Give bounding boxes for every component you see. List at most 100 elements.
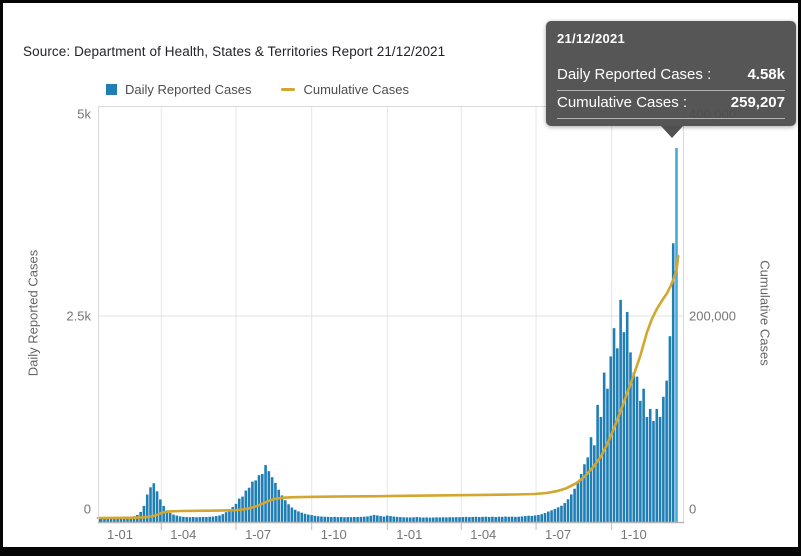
bar-daily-cases <box>560 505 563 523</box>
bar-daily-cases <box>464 516 468 523</box>
bar-daily-cases <box>550 510 553 523</box>
daily-cases-legend-swatch-icon <box>106 84 117 95</box>
bar-daily-cases <box>408 517 412 523</box>
tooltip-caret-icon <box>661 126 683 138</box>
bar-daily-cases <box>616 348 619 523</box>
x-axis-label: 1-07 <box>245 527 272 542</box>
bar-daily-cases <box>379 516 382 523</box>
bar-daily-cases <box>599 417 603 523</box>
source-text: Source: Department of Health, States & T… <box>23 44 446 59</box>
bar-daily-cases <box>224 512 228 523</box>
bar-daily-cases <box>159 499 162 523</box>
bar-daily-cases <box>356 517 359 523</box>
bar-daily-cases <box>106 517 110 523</box>
bar-daily-cases <box>652 421 655 523</box>
bar-daily-cases <box>336 517 340 523</box>
bar-daily-cases <box>487 516 491 523</box>
right-axis-tick-label: 200,000 <box>689 308 736 324</box>
bar-daily-cases <box>264 465 267 523</box>
bar-daily-cases <box>441 517 445 523</box>
tooltip-daily-value: 4.58k <box>747 66 785 83</box>
bar-daily-cases <box>497 516 501 523</box>
bar-daily-cases <box>543 512 547 523</box>
bar-daily-cases <box>283 500 287 523</box>
bar-daily-cases <box>211 516 215 523</box>
bar-daily-cases <box>658 417 662 523</box>
bar-daily-cases <box>260 473 264 523</box>
bar-daily-cases <box>402 517 405 523</box>
right-axis-title: Cumulative Cases <box>757 260 773 366</box>
bar-daily-cases <box>405 517 409 523</box>
bar-daily-cases <box>435 517 438 523</box>
bar-daily-cases <box>353 516 356 523</box>
bar-daily-cases <box>425 517 428 523</box>
bar-daily-cases <box>172 514 175 523</box>
x-axis-label: 1-10 <box>620 527 647 542</box>
bar-daily-cases <box>205 517 208 523</box>
bar-daily-cases <box>632 372 636 523</box>
bar-daily-cases <box>622 332 626 523</box>
cumulative-cases-line <box>96 254 680 520</box>
x-axis-label: 1-07 <box>545 527 572 542</box>
bar-daily-cases <box>182 516 185 523</box>
tooltip-daily-label: Daily Reported Cases : <box>557 66 712 83</box>
bar-daily-cases <box>339 516 343 523</box>
bar-daily-cases <box>149 487 152 523</box>
bar-daily-cases <box>609 356 613 523</box>
bar-daily-cases <box>244 490 248 523</box>
bar-daily-cases <box>546 511 550 523</box>
bar-daily-cases <box>451 517 455 523</box>
plot-border <box>98 106 684 523</box>
left-axis-title: Daily Reported Cases <box>25 249 41 377</box>
bar-daily-cases <box>122 517 126 523</box>
hover-tooltip: 21/12/2021 Daily Reported Cases : 4.58k … <box>546 21 796 138</box>
tooltip-cumulative-value: 259,207 <box>730 94 785 111</box>
tooltip-daily-row: Daily Reported Cases : 4.58k <box>557 63 785 90</box>
bar-daily-cases <box>323 516 327 523</box>
bar-daily-cases <box>185 517 188 523</box>
bar-daily-cases <box>579 473 583 523</box>
bar-daily-cases <box>313 515 317 523</box>
bar-daily-cases <box>129 516 133 523</box>
tooltip-cumulative-label: Cumulative Cases : <box>557 94 688 111</box>
bar-daily-cases <box>596 404 599 523</box>
bar-daily-cases <box>520 516 524 523</box>
bar-daily-cases <box>372 514 376 523</box>
plot-canvas[interactable] <box>96 106 684 530</box>
bar-daily-cases <box>385 515 389 523</box>
bar-daily-cases <box>648 408 652 523</box>
bar-daily-cases <box>481 516 484 523</box>
bar-daily-cases <box>448 517 451 523</box>
bar-daily-cases <box>412 517 415 523</box>
bar-daily-cases <box>477 517 481 523</box>
x-axis-label: 1-10 <box>320 527 347 542</box>
bar-daily-cases <box>523 516 527 523</box>
bar-daily-cases <box>234 503 238 523</box>
bar-daily-cases <box>228 509 231 523</box>
bar-daily-cases <box>563 503 567 523</box>
bar-daily-cases <box>109 517 113 523</box>
bar-daily-cases <box>113 517 116 523</box>
legend-cumulative-label[interactable]: Cumulative Cases <box>303 82 409 97</box>
bar-daily-cases <box>438 517 442 523</box>
bar-daily-cases <box>247 487 251 523</box>
bar-daily-cases <box>349 517 353 523</box>
bar-daily-cases <box>468 517 471 523</box>
bar-daily-cases <box>639 400 642 523</box>
bar-daily-cases <box>399 517 402 523</box>
bar-daily-cases <box>221 514 225 523</box>
bar-daily-cases <box>165 510 169 523</box>
bar-daily-cases <box>629 352 632 523</box>
bar-daily-cases <box>175 515 179 523</box>
bar-daily-cases <box>510 516 514 523</box>
bar-daily-cases <box>99 517 103 523</box>
bar-daily-cases <box>484 516 488 523</box>
bar-daily-cases <box>103 517 106 523</box>
bar-daily-cases <box>537 514 540 523</box>
bar-daily-cases <box>606 388 609 523</box>
bar-daily-cases <box>208 516 211 523</box>
legend-daily-label[interactable]: Daily Reported Cases <box>125 82 252 97</box>
bar-daily-cases <box>303 513 307 523</box>
bar-daily-cases <box>359 516 363 523</box>
